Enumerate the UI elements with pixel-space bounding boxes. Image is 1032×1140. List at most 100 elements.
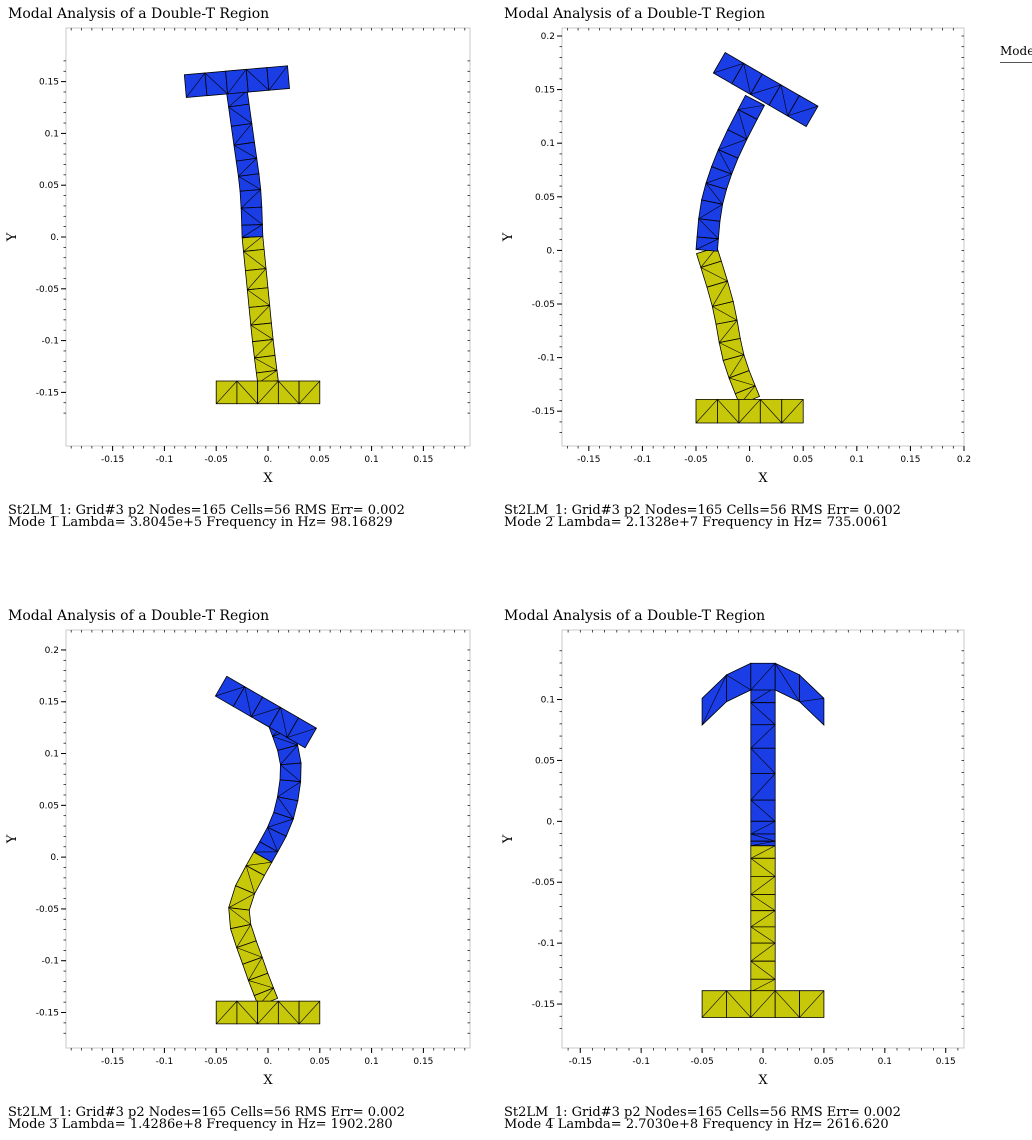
bottom-flange-diag: [215, 1000, 238, 1025]
web-lower-diag: [248, 957, 263, 981]
web-lower-diag: [750, 876, 776, 895]
web-upper-diag: [750, 833, 776, 842]
web-lower-diag: [712, 280, 728, 307]
x-tick-label: 0.15: [900, 455, 920, 465]
web-lower-diag: [750, 910, 776, 928]
web-lower-diag: [718, 320, 738, 343]
web-lower: [695, 246, 761, 406]
web-lower-diag: [250, 305, 270, 326]
y-tick-label: 0.15: [535, 86, 555, 96]
y-tick-label: -0.05: [532, 300, 555, 310]
web-lower-diag: [248, 980, 274, 989]
top-flange-diag: [780, 84, 788, 116]
mode-3-plot: -0.15 -0.1 -0.05 0. 0.05 0.1 0.150.20.150.10.0…: [5, 629, 471, 1088]
bottom-flange-diag: [799, 990, 825, 1018]
x-tick-label: 0.05: [793, 455, 813, 465]
chart-title: Modal Analysis of a Double-T Region: [504, 608, 766, 624]
x-tick-label: -0.15: [101, 455, 124, 465]
y-tick-label: -0.1: [41, 337, 59, 347]
top-flange-diag: [280, 707, 288, 738]
y-tick-label: 0.1: [541, 139, 555, 149]
web-lower-diag: [712, 306, 738, 321]
footer-line-2: Mode 2 Lambda= 2.1328e+7 Frequency in Hz…: [504, 515, 889, 530]
web-lower-diag: [750, 942, 776, 962]
top-flange-diag: [743, 63, 751, 95]
web-lower-diag: [228, 907, 251, 925]
top-flange-diag: [204, 72, 228, 95]
web-upper-diag: [267, 827, 279, 852]
x-tick-label: -0.05: [684, 455, 707, 465]
x-tick-label: 0.05: [310, 455, 330, 465]
bottom-flange-diag: [695, 399, 718, 424]
x-tick-label: 0.: [745, 455, 754, 465]
bottom-flange-diag: [774, 990, 800, 1018]
top-flange-diag: [787, 105, 819, 117]
web-upper-diag: [737, 109, 748, 140]
x-tick-label: 0.05: [814, 1057, 834, 1067]
x-tick-label: 0.05: [310, 1057, 330, 1067]
bottom-flange-diag: [278, 1000, 300, 1025]
bottom-flange: [215, 380, 321, 405]
bottom-flange-diag: [726, 990, 752, 1018]
y-axis-label: Y: [501, 232, 516, 242]
web-upper-diag: [228, 106, 252, 124]
web-lower-diag: [728, 377, 756, 387]
top-flange-diag: [287, 727, 317, 738]
x-tick-label: -0.15: [577, 455, 600, 465]
bottom-flange-diag: [236, 1000, 258, 1025]
top-flange: [701, 662, 825, 727]
y-tick-label: 0.: [546, 817, 555, 827]
y-tick-label: -0.15: [36, 388, 59, 398]
top-flange-diag: [713, 63, 744, 74]
y-tick-label: -0.05: [36, 905, 59, 915]
web-upper-diag: [750, 702, 776, 726]
x-axis-label: X: [758, 1073, 768, 1088]
x-tick-label: -0.1: [632, 1057, 650, 1067]
double-t-mesh: [701, 662, 825, 1018]
web-upper: [695, 94, 766, 252]
x-axis-label: X: [758, 471, 768, 486]
top-flange-diag: [701, 674, 727, 726]
x-tick-label: 0.: [759, 1057, 768, 1067]
web-upper-diag: [280, 764, 301, 782]
web-lower-diag: [247, 268, 267, 291]
bottom-flange-diag: [738, 399, 761, 424]
y-axis-label: Y: [5, 834, 20, 844]
mode-1-plot: -0.15 -0.1 -0.05 0. 0.05 0.1 0.15 0.15 0.1 0.05 0.…: [5, 27, 471, 486]
web-upper-diag: [705, 173, 732, 184]
x-tick-label: -0.15: [101, 1057, 124, 1067]
y-tick-label: 0.: [546, 246, 555, 256]
y-tick-label: -0.1: [537, 354, 555, 364]
web-lower-diag: [245, 865, 255, 894]
web-upper-diag: [241, 224, 263, 238]
web-lower-diag: [700, 267, 728, 282]
web-lower-diag: [246, 861, 272, 866]
x-tick-label: -0.05: [690, 1057, 713, 1067]
bottom-flange: [695, 399, 804, 424]
bottom-flange-diag: [781, 399, 804, 424]
web-upper-diag: [750, 821, 776, 835]
y-tick-label: 0.1: [45, 750, 59, 760]
web-lower-diag: [236, 947, 263, 958]
web-upper-diag: [738, 104, 765, 110]
footer-line-1: St2LM_1: Grid#3 p2 Nodes=165 Cells=56 RM…: [8, 1105, 405, 1120]
top-flange-diag: [244, 686, 252, 717]
top-flange-diag: [750, 663, 776, 691]
bottom-flange-diag: [257, 1000, 279, 1025]
x-tick-label: -0.05: [205, 455, 228, 465]
mode-4-panel: Modal Analysis of a Double-T Region -0.1…: [501, 608, 974, 1138]
web-upper-diag: [240, 207, 263, 225]
web-upper-diag: [695, 238, 719, 250]
mode-2-panel: Modal Analysis of a Double-T Region -0.1…: [501, 6, 974, 536]
bottom-flange: [701, 990, 825, 1018]
y-tick-label: 0.05: [535, 193, 555, 203]
web-upper-diag: [238, 158, 257, 177]
x-tick-label: 0.: [264, 1057, 273, 1067]
top-flange: [712, 52, 819, 128]
web-upper-diag: [718, 149, 732, 175]
web-upper-diag: [272, 736, 298, 746]
web-lower: [750, 845, 776, 993]
web-upper-diag: [750, 799, 776, 822]
web-lower-diag: [243, 235, 263, 252]
web-upper-diag: [698, 204, 723, 219]
